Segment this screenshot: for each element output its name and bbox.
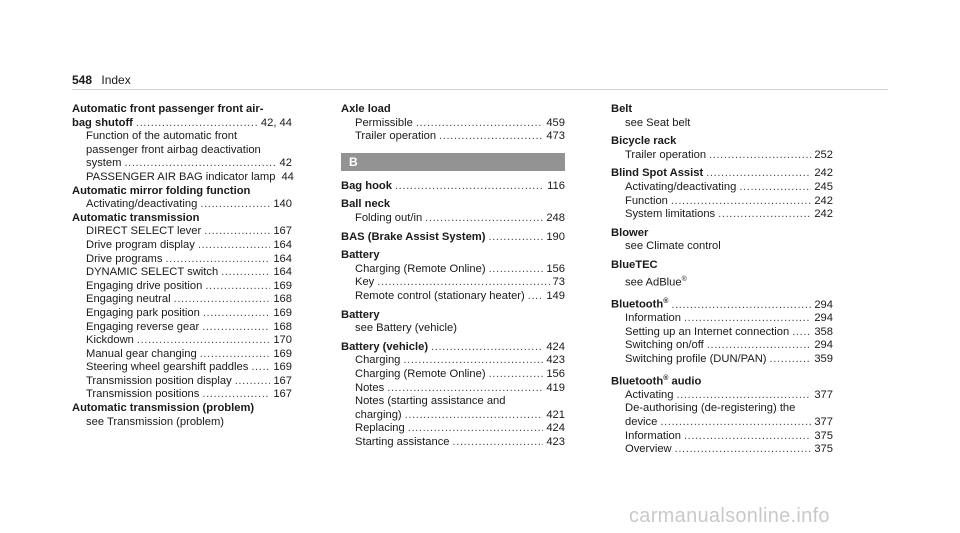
index-subentry: Switching on/off294 — [611, 339, 833, 353]
index-subentry: Drive program display164 — [72, 239, 292, 253]
index-subentry: Trailer operation473 — [341, 130, 565, 144]
entry-title: Automatic transmission (problem) — [72, 402, 255, 415]
index-subentry: Charging423 — [341, 354, 565, 368]
index-subentry: Engaging park position169 — [72, 307, 292, 321]
index-subentry: PASSENGER AIR BAG indicator lamp 44 — [86, 170, 294, 183]
index-subentry: Information375 — [611, 430, 833, 444]
index-subentry: Activating377 — [611, 389, 833, 403]
index-entry: Bluetooth®294 — [611, 295, 833, 312]
index-subentry: Activating/deactivating140 — [72, 198, 292, 212]
transmission-list: DIRECT SELECT lever167Drive program disp… — [72, 225, 292, 402]
entry-title: Automatic front passenger front air- — [72, 103, 264, 115]
index-column-1: Automatic front passenger front air- bag… — [72, 103, 294, 429]
index-subentry: Overview375 — [611, 443, 833, 457]
watermark-logo: carmanualsonline.info — [629, 505, 830, 527]
entry-title: Belt — [611, 103, 633, 115]
blind-spot-list: Activating/deactivating245Function242Sys… — [611, 181, 833, 222]
see-reference: see Seat belt — [625, 116, 691, 129]
index-subentry: Setting up an Internet connection358 — [611, 326, 833, 340]
entry-title: Automatic mirror folding function — [72, 184, 251, 197]
index-column-3: Belt see Seat belt Bicycle rack Trailer … — [611, 103, 833, 457]
battery-vehicle-list: Charging423Charging (Remote Online)156No… — [341, 354, 565, 395]
index-subentry: Information294 — [611, 312, 833, 326]
index-subentry: Manual gear changing169 — [72, 348, 292, 362]
page-title: Index — [101, 73, 131, 87]
index-subentry: Function242 — [611, 195, 833, 209]
entry-title: Battery — [341, 249, 380, 262]
entry-title: Battery — [341, 308, 380, 321]
entry-title: Axle load — [341, 103, 391, 115]
page-header: 548 Index — [72, 73, 131, 87]
battery-list: Charging (Remote Online)156Key73Remote c… — [341, 263, 565, 304]
bluetooth-list: Information294Setting up an Internet con… — [611, 312, 833, 366]
battery-vehicle-list-2: Replacing424Starting assistance423 — [341, 422, 565, 449]
index-subentry: Transmission positions167 — [72, 388, 292, 402]
entry-title: BlueTEC — [611, 258, 658, 271]
see-reference: see Climate control — [625, 240, 721, 253]
index-subentry: Engaging neutral168 — [72, 293, 292, 307]
index-subentry: Activating/deactivating245 — [611, 181, 833, 195]
index-subentry: Transmission position display167 — [72, 375, 292, 389]
index-subentry: Kickdown170 — [72, 334, 292, 348]
index-subentry: System limitations242 — [611, 208, 833, 222]
index-column-2: Axle load Permissible459Trailer operatio… — [341, 103, 565, 449]
see-reference: see Battery (vehicle) — [355, 322, 457, 335]
index-entry: Battery (vehicle)424 — [341, 341, 565, 355]
index-subentry: Replacing424 — [341, 422, 565, 436]
entry-title: Bicycle rack — [611, 135, 677, 148]
entry-title: Automatic transmission — [72, 211, 200, 224]
index-subentry: DIRECT SELECT lever167 — [72, 225, 292, 239]
index-subentry: Permissible459 — [341, 117, 565, 131]
index-subentry: Engaging drive position169 — [72, 280, 292, 294]
index-entry: Bag hook116 — [341, 180, 565, 194]
index-entry: Blind Spot Assist242 — [611, 167, 833, 181]
header-divider — [72, 89, 888, 90]
index-entry: BAS (Brake Assist System)190 — [341, 231, 565, 245]
axle-list: Permissible459Trailer operation473 — [341, 117, 565, 144]
index-subentry: device377 — [611, 416, 833, 430]
index-subentry: Drive programs164 — [72, 253, 292, 267]
index-entry: bag shutoff42, 44 — [72, 117, 292, 131]
entry-title: Ball neck — [341, 198, 391, 211]
index-subentry: Starting assistance423 — [341, 436, 565, 450]
see-reference: see AdBlue® — [625, 275, 687, 289]
entry-title: Bluetooth® audio — [611, 374, 702, 388]
section-letter-bar: B — [341, 152, 565, 171]
see-reference: see Transmission (problem) — [86, 415, 225, 428]
bt-audio-list: Information375Overview375 — [611, 430, 833, 457]
index-subentry: Charging (Remote Online)156 — [341, 368, 565, 382]
index-subentry: Trailer operation252 — [611, 149, 833, 163]
index-subentry: Switching profile (DUN/PAN)359 — [611, 353, 833, 367]
index-subentry: charging)421 — [341, 409, 565, 423]
index-subentry: Notes419 — [341, 382, 565, 396]
entry-title: Blower — [611, 226, 649, 239]
index-subentry: Engaging reverse gear168 — [72, 321, 292, 335]
page-number: 548 — [72, 73, 93, 87]
index-subentry: Folding out/in248 — [341, 212, 565, 226]
index-subentry: Key73 — [341, 276, 565, 290]
index-subentry: Remote control (stationary heater)149 — [341, 290, 565, 304]
index-subentry: system42 — [72, 157, 292, 171]
index-subentry: Charging (Remote Online)156 — [341, 263, 565, 277]
index-subentry: DYNAMIC SELECT switch164 — [72, 266, 292, 280]
index-subentry: Steering wheel gearshift paddles169 — [72, 361, 292, 375]
